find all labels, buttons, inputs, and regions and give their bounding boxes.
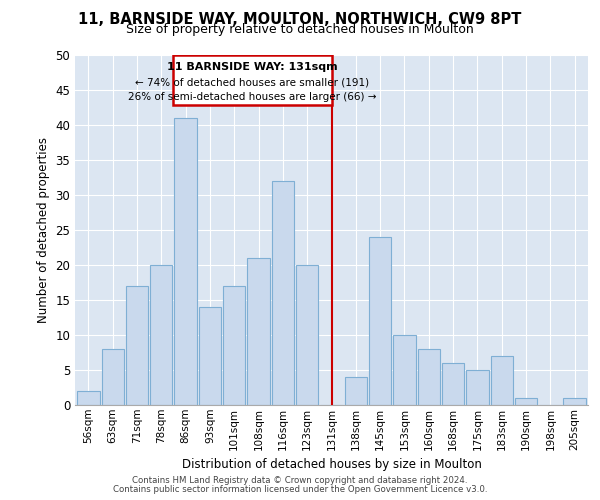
Text: 26% of semi-detached houses are larger (66) →: 26% of semi-detached houses are larger (… <box>128 92 377 102</box>
Text: ← 74% of detached houses are smaller (191): ← 74% of detached houses are smaller (19… <box>136 78 370 88</box>
X-axis label: Distribution of detached houses by size in Moulton: Distribution of detached houses by size … <box>182 458 481 471</box>
Bar <box>393 335 416 405</box>
Text: Size of property relative to detached houses in Moulton: Size of property relative to detached ho… <box>126 22 474 36</box>
Bar <box>296 265 319 405</box>
Bar <box>223 286 245 405</box>
Bar <box>199 307 221 405</box>
Bar <box>77 391 100 405</box>
Bar <box>150 265 172 405</box>
Y-axis label: Number of detached properties: Number of detached properties <box>37 137 50 323</box>
Bar <box>175 118 197 405</box>
Bar <box>101 349 124 405</box>
Bar <box>563 398 586 405</box>
Bar <box>247 258 270 405</box>
Text: 11 BARNSIDE WAY: 131sqm: 11 BARNSIDE WAY: 131sqm <box>167 62 338 72</box>
Bar <box>418 349 440 405</box>
Bar <box>173 55 331 106</box>
Text: Contains HM Land Registry data © Crown copyright and database right 2024.: Contains HM Land Registry data © Crown c… <box>132 476 468 485</box>
Bar <box>126 286 148 405</box>
Bar <box>344 377 367 405</box>
Bar <box>442 363 464 405</box>
Text: Contains public sector information licensed under the Open Government Licence v3: Contains public sector information licen… <box>113 485 487 494</box>
Bar <box>369 237 391 405</box>
Bar <box>515 398 537 405</box>
Bar <box>272 181 294 405</box>
Bar <box>491 356 513 405</box>
Bar <box>466 370 488 405</box>
Text: 11, BARNSIDE WAY, MOULTON, NORTHWICH, CW9 8PT: 11, BARNSIDE WAY, MOULTON, NORTHWICH, CW… <box>79 12 521 26</box>
